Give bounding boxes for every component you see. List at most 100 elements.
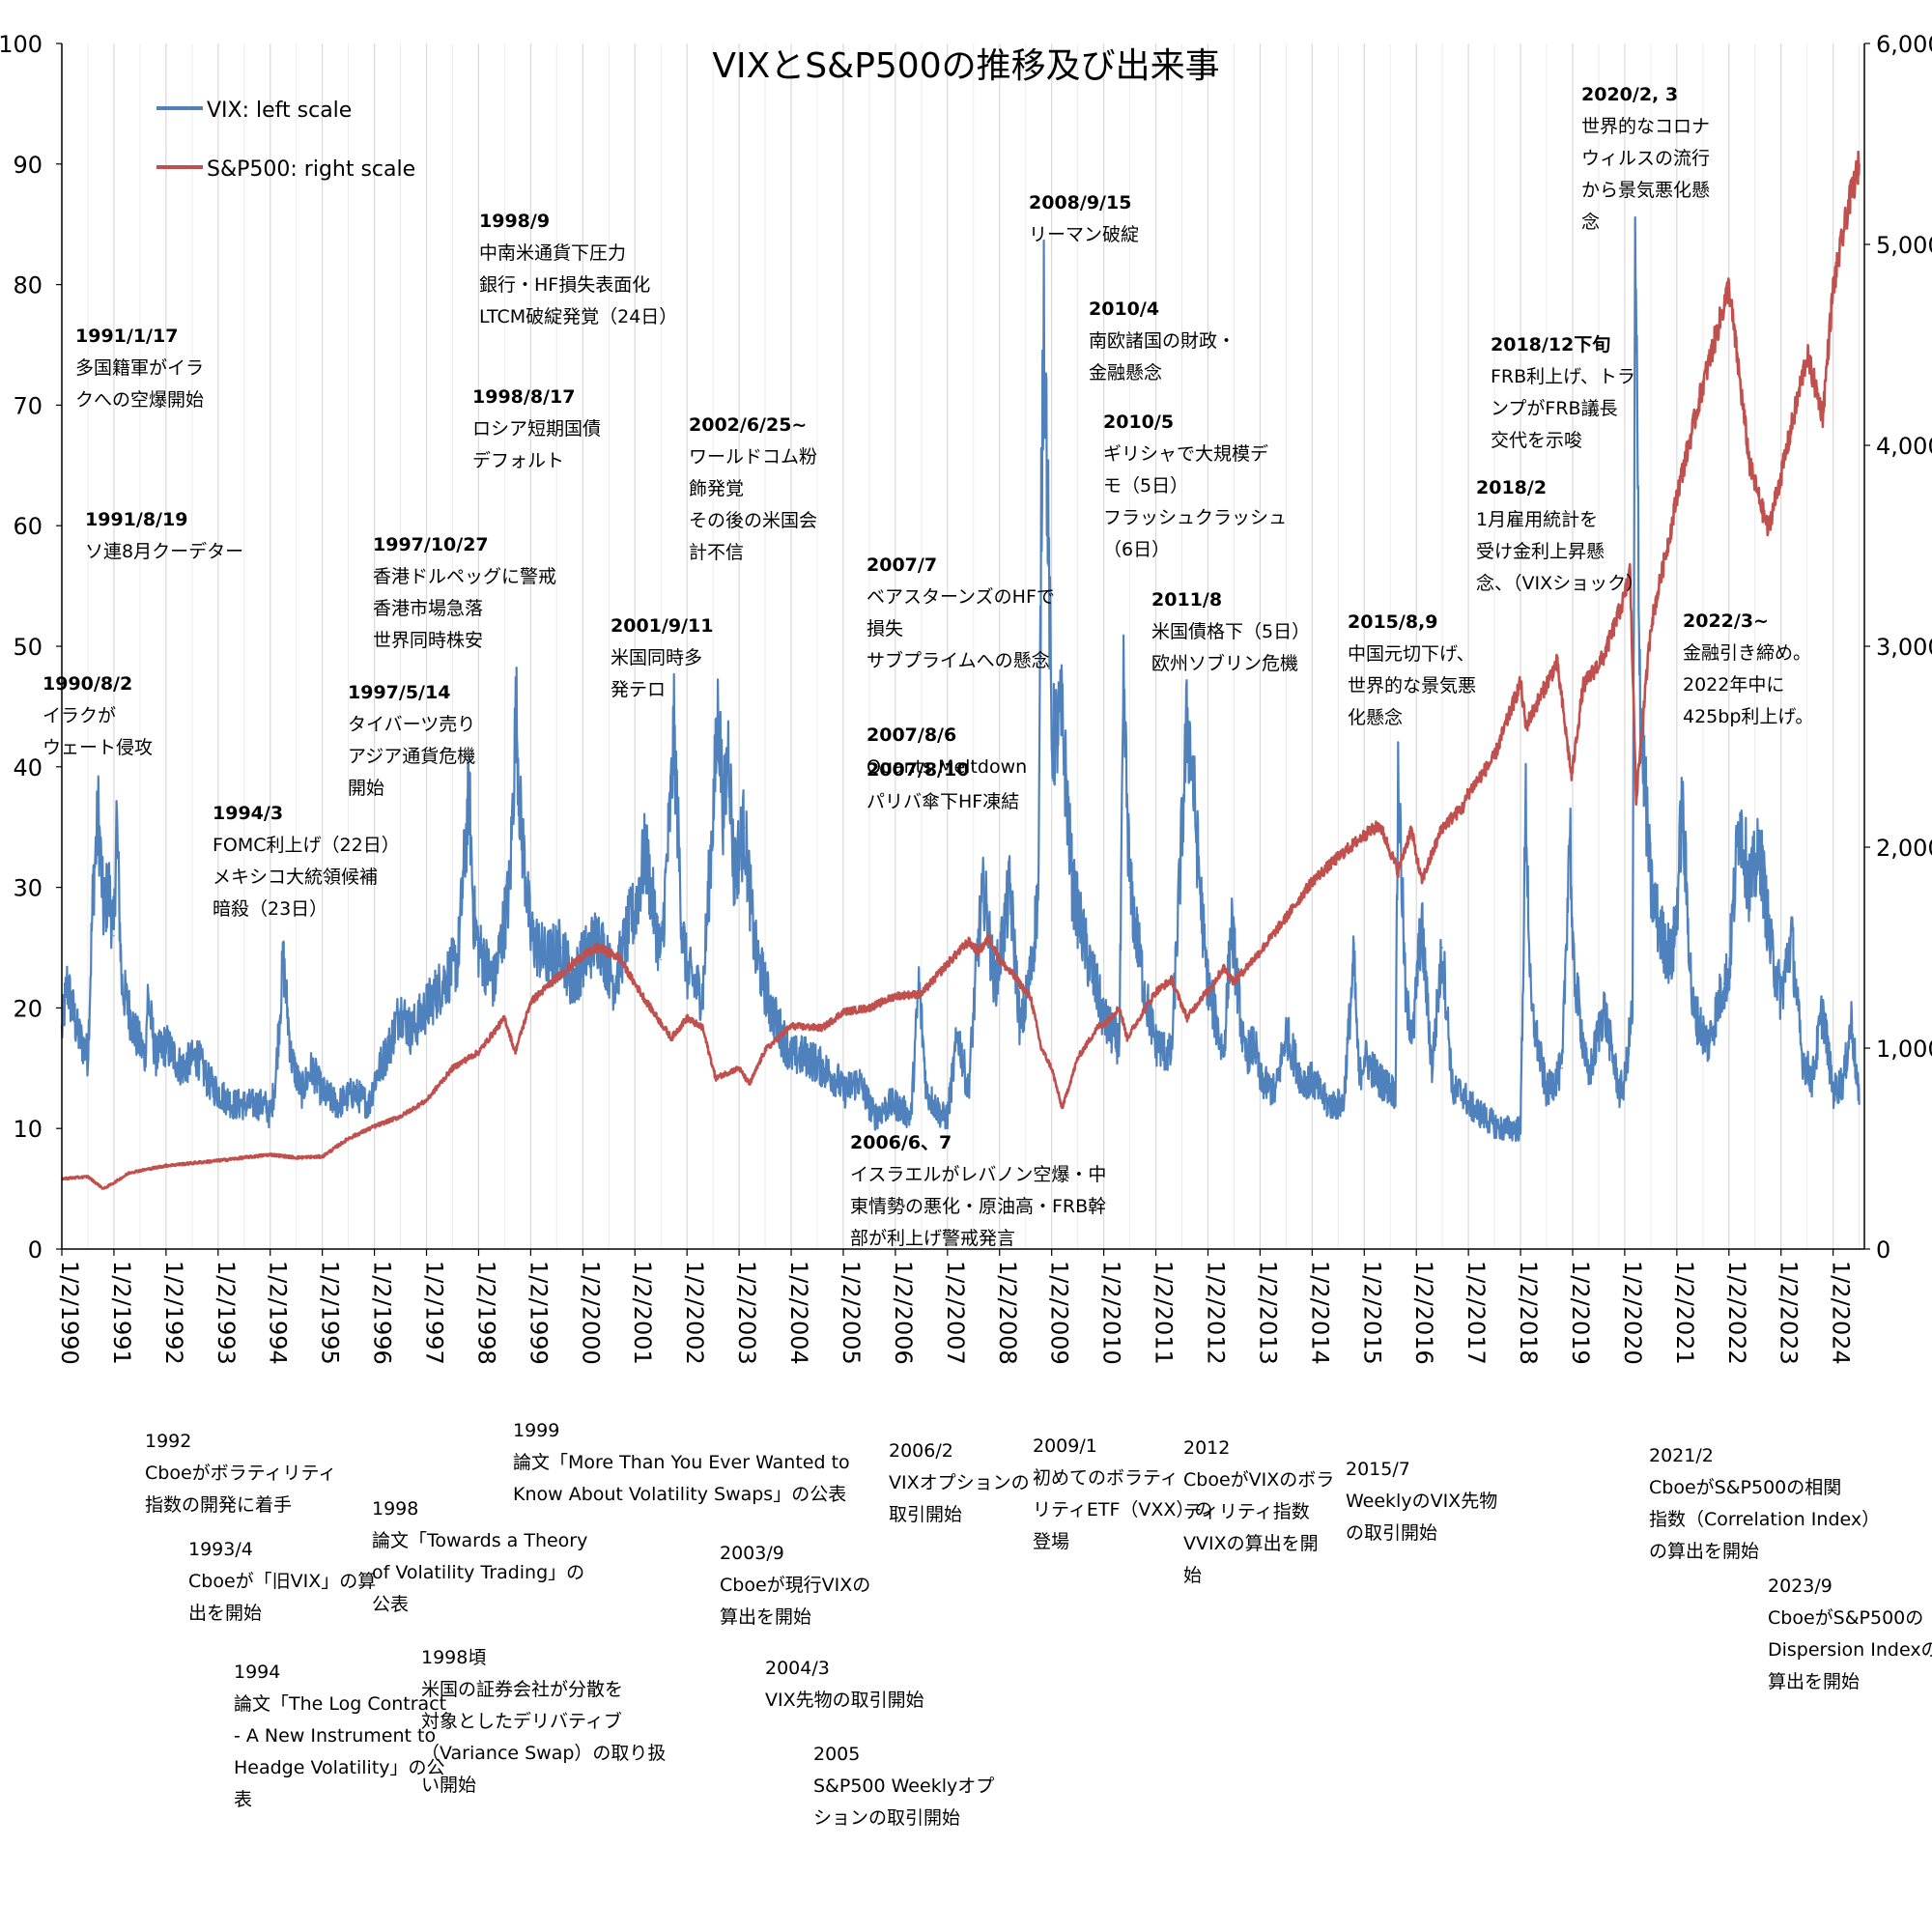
vix-point [1207,982,1209,985]
right-tick-label: 2,000 [1876,835,1932,862]
event-annotation-bottom: 1999 論文「More Than You Ever Wanted to Know … [513,1415,850,1511]
vix-point [1467,1103,1469,1105]
vix-point [1618,1092,1621,1094]
x-tick-label: 1/2/2000 [577,1261,604,1365]
vix-point [727,742,730,744]
sp500-point [1126,1037,1128,1039]
event-text: 米国の証券会社が分散を [421,1679,624,1700]
x-tick-label: 1/2/2014 [1306,1261,1333,1365]
x-tick-label: 1/2/2004 [785,1261,812,1365]
sp500-point [1670,525,1673,526]
sp500-point [1748,465,1751,467]
vix-point [1030,971,1032,973]
vix-point [1634,259,1636,262]
vix-point [982,886,985,889]
sp500-point [1767,528,1769,531]
event-text: 指数（Correlation Index） [1649,1509,1881,1530]
left-tick-label: 40 [13,754,43,781]
vix-point [1222,1055,1225,1058]
vix-point [1071,886,1074,889]
event-text: ワールドコム粉 [689,446,818,468]
event-text: ティリティ指数 [1183,1501,1310,1522]
event-annotation-top: 2002/6/25~ ワールドコム粉 飾発覚 その後の米国会 計不信 [689,410,817,569]
right-tick-label: 6,000 [1876,31,1932,58]
event-text: - A New Instrument to [234,1725,437,1747]
x-tick-label: 1/2/2001 [629,1261,656,1365]
x-tick-label: 1/2/2013 [1254,1261,1281,1365]
left-tick-label: 0 [28,1236,43,1264]
event-text: リーマン破綻 [1029,224,1140,245]
vix-point [1650,886,1652,889]
event-annotation-top: 2022/3~ 金融引き締め。 2022年中に 425bp利上げ。 [1683,606,1813,733]
sp500-point [1014,977,1016,979]
x-tick-label: 1/2/2020 [1619,1261,1646,1365]
vix-point [895,1103,896,1105]
x-tick-label: 1/2/2009 [1046,1261,1073,1365]
sp500-point [1556,661,1558,664]
sp500-point [1858,163,1861,165]
event-annotation-top: 2007/8/6 Quants Meltdown [867,720,1027,783]
event-annotation-bottom: 2023/9 CboeがS&P500の Dispersion Indexの 算出を開始 [1768,1571,1932,1698]
sp500-point [503,1017,506,1019]
event-text: 公表 [372,1594,410,1615]
event-date: 2011/8 [1151,589,1223,611]
event-text: デフォルト [472,450,565,471]
vix-point [1483,1115,1486,1118]
vix-point [1524,802,1527,804]
sp500-point [999,958,1001,961]
vix-point [1759,850,1761,852]
event-text: CboeがS&P500の相関 [1649,1477,1842,1498]
vix-point [1274,1092,1277,1094]
sp500-point [269,1153,271,1155]
vix-point [1790,934,1793,937]
sp500-point [1119,1007,1121,1009]
left-tick-label: 90 [13,152,43,179]
vix-series [60,215,1861,1143]
vix-point [701,995,704,997]
event-annotation-top: 1991/1/17 多国籍軍がイラ クへの空爆開始 [75,321,204,416]
event-annotation-bottom: 1998 論文「Towards a Theory of Volatility Tra… [372,1493,587,1621]
vix-point [723,813,724,816]
event-annotation-bottom: 2012 CboeがVIXのボラ ティリティ指数 VVIXの算出を開始 [1183,1433,1334,1592]
sp500-point [1702,384,1704,386]
vix-point [947,1115,949,1118]
event-text: 算出を開始 [1768,1671,1861,1692]
chart-title: VIXとS&P500の推移及び出来事 [712,46,1219,86]
vix-point [1119,1043,1121,1045]
vix-point [1770,947,1772,949]
vix-point [87,1055,89,1058]
vix-point [1420,923,1423,924]
vix-point [1603,1007,1605,1009]
event-annotation-top: 2018/12下旬 FRB利上げ、トラ ンプがFRB議長 交代を示唆 [1491,329,1635,457]
sp500-point [1676,495,1678,497]
sp500-point [988,936,990,939]
vix-point [1259,1079,1262,1082]
sp500-point [295,1156,298,1159]
event-date: 2018/12下旬 [1491,334,1611,355]
event-date: 2015/8,9 [1348,611,1438,633]
event-date: 1997/10/27 [373,534,489,555]
vix-point [858,1079,860,1082]
event-text: リティETF（VXX）の [1033,1499,1213,1520]
right-tick-label: 5,000 [1876,232,1932,259]
event-annotation-top: 1990/8/2 イラクが ウェート侵攻 [43,668,153,764]
event-date: 2004/3 [765,1658,830,1679]
vix-point [311,1067,313,1069]
event-date: 2002/6/25~ [689,414,808,436]
vix-point [941,1115,944,1118]
event-annotation-bottom: 1993/4 Cboeが「旧VIX」の算 出を開始 [188,1534,376,1630]
event-date: 1998 [372,1498,419,1520]
vix-point [1122,694,1124,696]
vix-point [1412,1031,1415,1034]
event-text: CboeがS&P500の [1768,1607,1924,1629]
event-date: 2001/9/11 [611,615,714,637]
sp500-point [1061,1107,1064,1110]
event-text: ソ連8月クーデター [85,541,244,562]
x-tick-label: 1/2/1997 [421,1261,448,1365]
vix-point [425,1007,428,1009]
event-date: 2007/8/10 [867,759,970,781]
event-date: 2012 [1183,1437,1231,1459]
sp500-point [764,1049,766,1051]
event-text: 米国債格下（5日） [1151,621,1311,642]
